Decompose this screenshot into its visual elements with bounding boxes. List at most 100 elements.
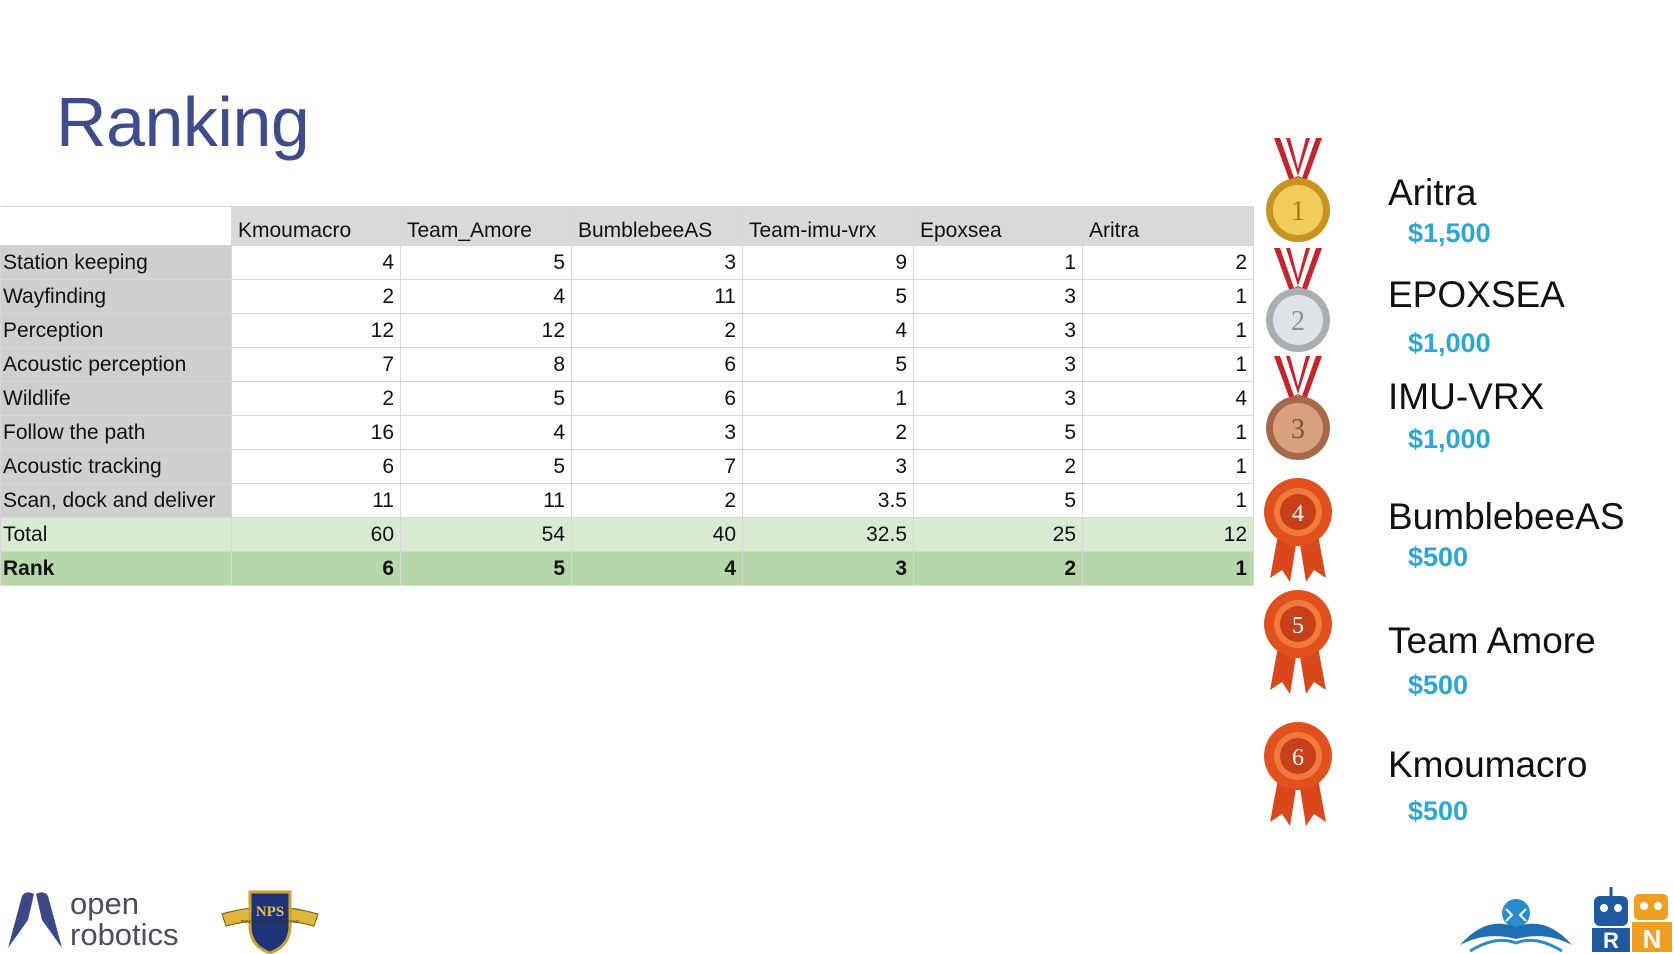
team-name: EPOXSEA (1388, 274, 1565, 315)
score-cell: 2 (1082, 245, 1254, 280)
prize-amount: $500 (1408, 670, 1469, 700)
row-label: Perception (0, 313, 232, 348)
table-header-row: Kmoumacro Team_Amore BumblebeeAS Team-im… (0, 206, 1254, 246)
score-cell: 1 (913, 245, 1083, 280)
team-name: Aritra (1388, 172, 1477, 213)
score-cell: 5 (400, 449, 572, 484)
score-cell: 5 (400, 245, 572, 280)
score-cell: 3 (913, 279, 1083, 314)
score-cell: 2 (913, 449, 1083, 484)
open-robotics-logo: open robotics (4, 888, 204, 954)
column-header: BumblebeeAS (571, 206, 743, 246)
ribbon-rosette-icon: 5 (1264, 590, 1332, 694)
rank-cell: 4 (571, 551, 743, 586)
score-cell: 5 (742, 347, 914, 382)
score-cell: 4 (742, 313, 914, 348)
total-cell: 60 (231, 517, 401, 552)
score-cell: 5 (742, 279, 914, 314)
table-row: Scan, dock and deliver 11 11 2 3.5 5 1 (0, 483, 1254, 518)
score-cell: 1 (1082, 313, 1254, 348)
score-cell: 3 (571, 415, 743, 450)
table-row: Acoustic tracking 6 5 7 3 2 1 (0, 449, 1254, 484)
row-label: Station keeping (0, 245, 232, 280)
score-cell: 1 (1082, 279, 1254, 314)
rank-cell: 3 (742, 551, 914, 586)
score-cell: 4 (231, 245, 401, 280)
score-cell: 11 (231, 483, 401, 518)
score-cell: 8 (400, 347, 572, 382)
svg-text:6: 6 (1292, 745, 1304, 771)
column-header: Aritra (1082, 206, 1254, 246)
robot-rn-logo: R N (1592, 887, 1672, 954)
row-label: Wildlife (0, 381, 232, 416)
rank-cell: 1 (1082, 551, 1254, 586)
table-row: Perception 12 12 2 4 3 1 (0, 313, 1254, 348)
score-cell: 2 (742, 415, 914, 450)
gold-medal-icon: 1 (1266, 138, 1330, 242)
score-cell: 9 (742, 245, 914, 280)
score-cell: 3 (571, 245, 743, 280)
award-list: 1 Aritra $1,500 2 EPOXSEA $1,000 3 IMU-V… (1260, 128, 1670, 868)
row-label: Wayfinding (0, 279, 232, 314)
score-cell: 1 (1082, 415, 1254, 450)
score-cell: 7 (231, 347, 401, 382)
table-row: Acoustic perception 7 8 6 5 3 1 (0, 347, 1254, 382)
svg-text:2: 2 (1291, 306, 1305, 337)
column-header: Epoxsea (913, 206, 1083, 246)
table-row: Follow the path 16 4 3 2 5 1 (0, 415, 1254, 450)
score-cell: 1 (1082, 347, 1254, 382)
prize-amount: $500 (1408, 796, 1469, 826)
row-label: Follow the path (0, 415, 232, 450)
score-cell: 1 (1082, 483, 1254, 518)
row-label: Acoustic perception (0, 347, 232, 382)
prize-amount: $500 (1408, 542, 1469, 572)
table-row: Wildlife 2 5 6 1 3 4 (0, 381, 1254, 416)
svg-text:5: 5 (1292, 613, 1304, 639)
team-name: Kmoumacro (1388, 744, 1588, 785)
total-cell: 32.5 (742, 517, 914, 552)
score-cell: 11 (571, 279, 743, 314)
rank-cell: 5 (400, 551, 572, 586)
score-cell: 2 (571, 313, 743, 348)
team-name: Team Amore (1388, 620, 1596, 661)
svg-text:PRAESTANTIA PER SCIENTIAM: PRAESTANTIA PER SCIENTIAM (241, 919, 299, 924)
total-cell: 40 (571, 517, 743, 552)
table-corner-cell (0, 206, 232, 246)
logo-text: robotics (70, 917, 179, 952)
score-cell: 16 (231, 415, 401, 450)
bronze-medal-icon: 3 (1266, 356, 1330, 460)
score-cell: 5 (913, 415, 1083, 450)
column-header: Team_Amore (400, 206, 572, 246)
score-cell: 6 (571, 347, 743, 382)
score-cell: 4 (1082, 381, 1254, 416)
total-cell: 12 (1082, 517, 1254, 552)
table-row: Wayfinding 2 4 11 5 3 1 (0, 279, 1254, 314)
team-name: IMU-VRX (1388, 376, 1545, 417)
silver-medal-icon: 2 (1266, 248, 1330, 352)
table-row: Station keeping 4 5 3 9 1 2 (0, 245, 1254, 280)
score-cell: 3 (913, 381, 1083, 416)
total-cell: 25 (913, 517, 1083, 552)
prize-amount: $1,000 (1408, 424, 1491, 454)
prize-amount: $1,000 (1408, 328, 1491, 358)
svg-text:1: 1 (1291, 196, 1305, 227)
rank-row: Rank 6 5 4 3 2 1 (0, 551, 1254, 586)
slide-title: Ranking (56, 83, 310, 161)
logo-text: open (70, 886, 139, 921)
row-label: Acoustic tracking (0, 449, 232, 484)
nps-shield-logo: NPS PRAESTANTIA PER SCIENTIAM (221, 890, 319, 954)
score-cell: 12 (400, 313, 572, 348)
rank-cell: 2 (913, 551, 1083, 586)
wave-logo (1460, 899, 1572, 953)
score-cell: 4 (400, 415, 572, 450)
score-cell: 2 (231, 381, 401, 416)
score-cell: 5 (913, 483, 1083, 518)
row-label: Rank (0, 551, 232, 586)
svg-text:3: 3 (1291, 414, 1305, 445)
score-cell: 2 (571, 483, 743, 518)
score-cell: 12 (231, 313, 401, 348)
column-header: Team-imu-vrx (742, 206, 914, 246)
ribbon-rosette-icon: 4 (1264, 478, 1332, 582)
score-cell: 3 (742, 449, 914, 484)
score-cell: 7 (571, 449, 743, 484)
